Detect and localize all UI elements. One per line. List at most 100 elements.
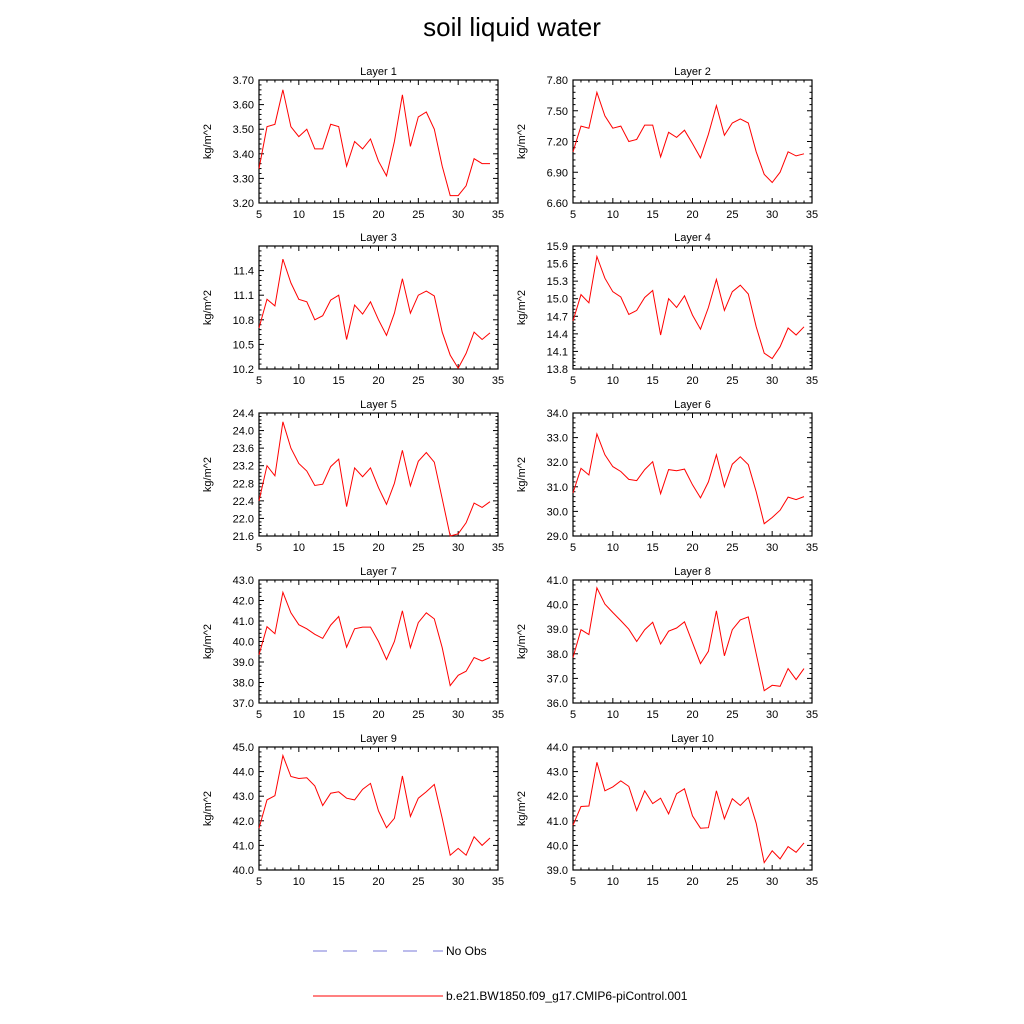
y-tick-label: 40.0: [233, 865, 254, 877]
x-tick-label: 5: [570, 876, 576, 888]
y-tick-label: 3.30: [233, 173, 254, 185]
y-axis-label: kg/m^2: [516, 791, 528, 826]
y-tick-label: 11.4: [233, 266, 254, 278]
y-tick-label: 15.6: [547, 259, 568, 271]
y-tick-label: 43.0: [233, 791, 254, 803]
series-line-model: [258, 590, 491, 687]
y-tick-label: 6.90: [547, 167, 568, 179]
y-tick-label: 22.8: [233, 478, 254, 490]
y-tick-label: 7.50: [547, 106, 568, 118]
y-axis-label: kg/m^2: [516, 457, 528, 492]
y-tick-label: 33.0: [547, 433, 568, 445]
x-tick-label: 5: [570, 542, 576, 554]
x-tick-label: 30: [452, 375, 464, 387]
y-tick-label: 39.0: [547, 865, 568, 877]
x-tick-label: 20: [372, 209, 384, 221]
figure-title: soil liquid water: [423, 12, 601, 42]
x-tick-label: 15: [647, 542, 659, 554]
y-tick-label: 42.0: [547, 791, 568, 803]
x-tick-label: 15: [647, 709, 659, 721]
series-line-model: [572, 90, 805, 184]
y-tick-label: 32.0: [547, 457, 568, 469]
x-tick-label: 10: [293, 542, 305, 554]
y-axis-label: kg/m^2: [202, 290, 214, 325]
y-tick-label: 40.0: [547, 840, 568, 852]
y-tick-label: 6.60: [547, 198, 568, 210]
x-tick-label: 5: [570, 709, 576, 721]
x-tick-label: 10: [607, 375, 619, 387]
y-tick-label: 22.0: [233, 513, 254, 525]
x-tick-label: 30: [766, 542, 778, 554]
x-tick-label: 15: [333, 709, 345, 721]
y-tick-label: 21.6: [233, 531, 254, 543]
x-tick-label: 35: [806, 709, 818, 721]
y-tick-label: 41.0: [547, 575, 568, 587]
series-line-model: [258, 421, 491, 537]
x-tick-label: 10: [293, 709, 305, 721]
x-tick-label: 5: [256, 375, 262, 387]
x-tick-label: 5: [570, 209, 576, 221]
y-tick-label: 41.0: [233, 840, 254, 852]
x-tick-label: 25: [726, 542, 738, 554]
x-tick-label: 30: [766, 876, 778, 888]
y-tick-label: 15.0: [547, 294, 568, 306]
panel-title: Layer 1: [360, 66, 397, 78]
x-tick-label: 30: [766, 709, 778, 721]
x-tick-label: 10: [293, 209, 305, 221]
x-tick-label: 30: [452, 542, 464, 554]
x-tick-label: 15: [647, 876, 659, 888]
x-tick-label: 20: [686, 542, 698, 554]
x-tick-label: 15: [647, 375, 659, 387]
y-tick-label: 14.1: [547, 346, 568, 358]
panel-layer-6: Layer 6 kg/m^2 5 10 15 20 25 30 35 29.0 30.0 31.0 32…: [516, 399, 818, 554]
y-tick-label: 24.4: [233, 408, 254, 420]
plot-frame: [258, 412, 499, 537]
legend: No Obs b.e21.BW1850.f09_g17.CMIP6-piContr…: [313, 944, 688, 1003]
x-tick-label: 30: [452, 709, 464, 721]
x-tick-label: 15: [333, 209, 345, 221]
x-tick-label: 35: [492, 709, 504, 721]
x-tick-label: 35: [492, 375, 504, 387]
x-tick-label: 10: [607, 209, 619, 221]
y-tick-label: 24.0: [233, 426, 254, 438]
y-tick-label: 29.0: [547, 531, 568, 543]
y-axis-label: kg/m^2: [202, 791, 214, 826]
series-line-model: [572, 254, 805, 360]
y-axis-label: kg/m^2: [516, 124, 528, 159]
panel-title: Layer 4: [674, 232, 711, 244]
y-tick-label: 42.0: [233, 596, 254, 608]
y-axis-label: kg/m^2: [202, 124, 214, 159]
series-line-model: [572, 762, 805, 864]
y-tick-label: 3.40: [233, 149, 254, 161]
panel-title: Layer 8: [674, 566, 711, 578]
x-tick-label: 20: [372, 375, 384, 387]
panel-layer-5: Layer 5 kg/m^2 5 10 15 20 25 30 35 21.6 22.0 22.4 22…: [202, 399, 504, 554]
y-axis-label: kg/m^2: [516, 624, 528, 659]
y-tick-label: 31.0: [547, 482, 568, 494]
x-tick-label: 20: [686, 876, 698, 888]
x-tick-label: 30: [452, 209, 464, 221]
x-tick-label: 15: [333, 876, 345, 888]
series-line-model: [258, 258, 491, 370]
x-tick-label: 20: [686, 375, 698, 387]
legend-model-label: b.e21.BW1850.f09_g17.CMIP6-piControl.001: [446, 989, 688, 1003]
x-tick-label: 25: [412, 709, 424, 721]
x-tick-label: 35: [806, 876, 818, 888]
panel-layer-4: Layer 4 kg/m^2 5 10 15 20 25 30 35 13.8 14.1 14.4 14…: [516, 232, 818, 387]
panel-title: Layer 3: [360, 232, 397, 244]
plot-frame: [258, 245, 499, 370]
x-tick-label: 35: [492, 542, 504, 554]
x-tick-label: 25: [726, 209, 738, 221]
y-tick-label: 10.2: [233, 364, 254, 376]
x-tick-label: 35: [806, 542, 818, 554]
x-tick-label: 5: [570, 375, 576, 387]
legend-obs-label: No Obs: [446, 944, 487, 958]
x-tick-label: 25: [412, 876, 424, 888]
y-tick-label: 10.5: [233, 339, 254, 351]
y-tick-label: 45.0: [233, 742, 254, 754]
y-tick-label: 43.0: [547, 767, 568, 779]
x-tick-label: 10: [293, 375, 305, 387]
y-tick-label: 37.0: [233, 698, 254, 710]
y-tick-label: 34.0: [547, 408, 568, 420]
x-tick-label: 25: [412, 542, 424, 554]
